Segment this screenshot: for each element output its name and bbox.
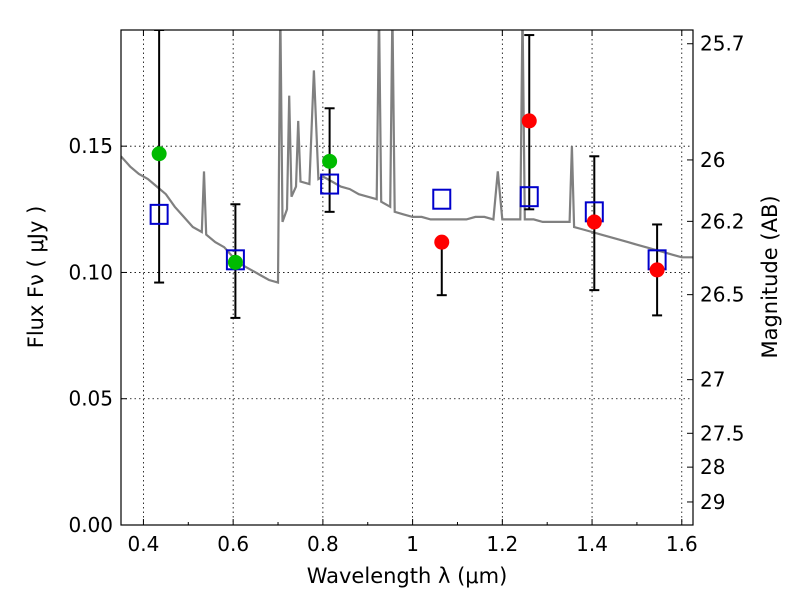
- y2-tick-label: 29: [700, 490, 725, 514]
- y-tick-label: 0.00: [68, 513, 113, 537]
- x-tick-label: 0.4: [128, 532, 160, 556]
- observed-point: [322, 153, 338, 169]
- y-tick-label: 0.10: [68, 260, 113, 284]
- y-tick-labels: 0.00 0.05 0.10 0.15: [68, 134, 113, 537]
- y2-tick-label: 27.5: [700, 421, 745, 445]
- y-axis-label: Flux Fν ( μJy ): [24, 206, 48, 349]
- observed-points: [151, 113, 665, 278]
- grid: [121, 30, 693, 525]
- x-tick-label: 1.6: [666, 532, 698, 556]
- y2-axis-label: Magnitude (AB): [758, 195, 782, 358]
- y2-tick-label: 26.2: [700, 209, 745, 233]
- observed-point: [586, 214, 602, 230]
- model-square: [519, 186, 539, 208]
- observed-point: [151, 146, 167, 162]
- x-tick-label: 0.6: [217, 532, 249, 556]
- y-tick-label: 0.05: [68, 387, 113, 411]
- model-photometry-squares: [149, 173, 667, 271]
- plot-frame: [120, 29, 694, 526]
- y2-tick-label: 26: [700, 148, 725, 172]
- x-tick-labels: 0.4 0.6 0.8 1 1.2 1.4 1.6: [128, 532, 698, 556]
- y2-tick-label: 26.5: [700, 283, 745, 307]
- model-square: [320, 173, 340, 195]
- y2-tick-labels: 25.7 26 26.2 26.5 27 27.5 28 29: [700, 32, 745, 514]
- y2-tick-label: 27: [700, 368, 725, 392]
- x-tick-label: 1: [406, 532, 419, 556]
- y2-tick-label: 25.7: [700, 32, 745, 56]
- x-axis-label: Wavelength λ (μm): [307, 564, 508, 588]
- y2-tick-label: 28: [700, 455, 725, 479]
- observed-point: [227, 254, 243, 270]
- observed-point: [649, 262, 665, 278]
- model-square: [432, 188, 452, 210]
- model-spectrum-line: [121, 30, 693, 285]
- error-bars: [154, 30, 663, 319]
- axis-ticks: [98, 30, 693, 526]
- observed-point: [521, 113, 537, 129]
- model-square: [149, 203, 169, 225]
- observed-point: [434, 234, 450, 250]
- x-tick-label: 1.4: [576, 532, 608, 556]
- y-tick-label: 0.15: [68, 134, 113, 158]
- x-tick-label: 1.2: [486, 532, 518, 556]
- x-tick-label: 0.8: [307, 532, 339, 556]
